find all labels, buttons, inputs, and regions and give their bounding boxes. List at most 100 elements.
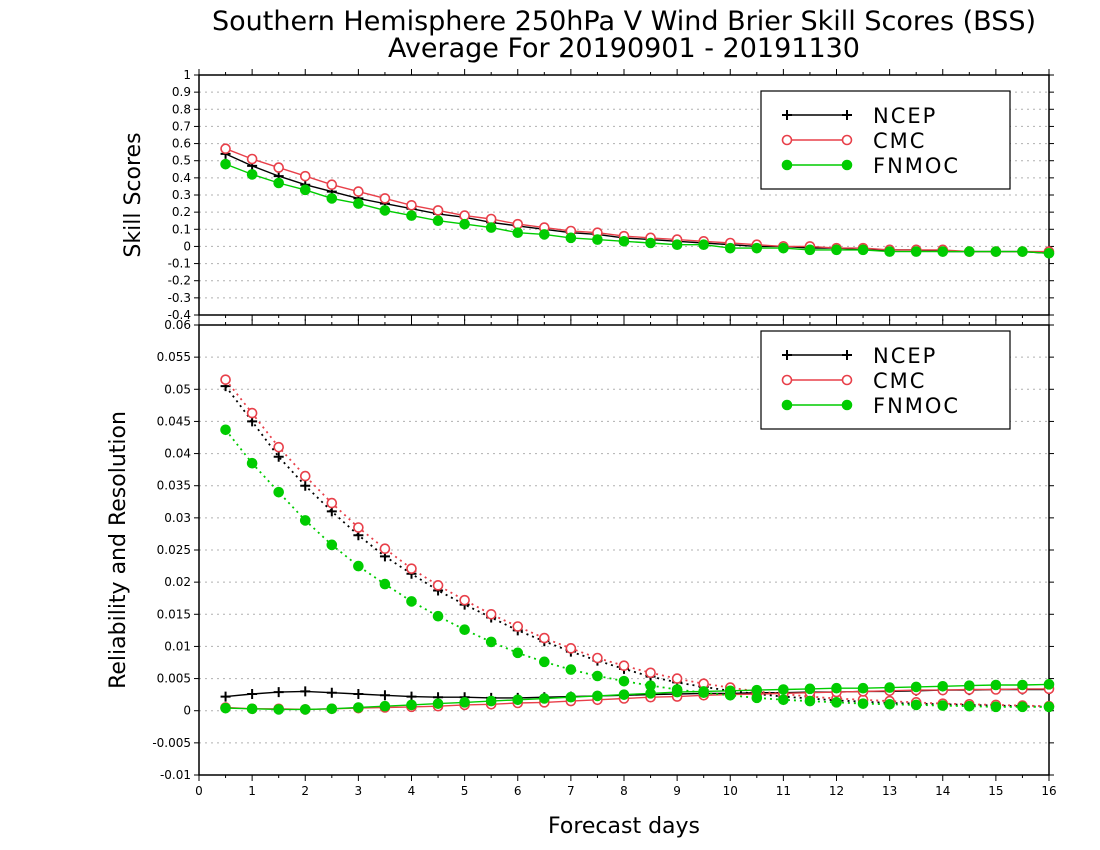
data-point: [698, 239, 709, 251]
legend-label: CMC: [873, 129, 926, 153]
y-tick-label: 0.01: [164, 639, 191, 653]
y-tick-label: 0.045: [157, 414, 191, 428]
x-tick-label: 4: [408, 784, 416, 798]
series-cmc-reliability: [220, 683, 1055, 715]
data-point: [964, 680, 975, 691]
legend-entry-fnmoc: FNMOC: [781, 394, 960, 418]
data-point: [353, 522, 364, 533]
x-tick-label: 6: [514, 784, 522, 798]
data-point: [326, 703, 338, 715]
data-point: [964, 700, 975, 712]
data-point: [406, 699, 417, 711]
legend-label: FNMOC: [873, 154, 960, 178]
data-point: [618, 235, 630, 247]
data-point: [804, 695, 816, 707]
series-line: [224, 379, 1050, 708]
data-point: [618, 689, 630, 700]
data-point: [326, 497, 338, 509]
data-point: [1043, 679, 1055, 690]
data-point: [990, 246, 1002, 257]
y-tick-label: 0.005: [157, 672, 191, 686]
data-point: [353, 689, 364, 699]
x-tick-label: 9: [673, 784, 681, 798]
y-tick-label: 0.6: [172, 137, 191, 151]
data-point: [379, 205, 391, 216]
data-point: [379, 578, 391, 590]
data-point: [884, 698, 895, 710]
y-tick-label: -0.2: [168, 274, 191, 288]
data-point: [937, 246, 949, 257]
data-point: [592, 690, 603, 702]
data-point: [937, 680, 949, 692]
skill-score-panel: 1 0.9 0.8 0.7 0.6 0.5 0.4 0.3 0.2 0.1 0 -0.1 -0.2 -0.…: [121, 68, 1055, 322]
data-point: [671, 673, 683, 684]
legend-marker: [841, 134, 853, 146]
data-point: [406, 563, 417, 574]
legend-marker: [781, 399, 793, 411]
data-point: [379, 193, 391, 204]
data-point: [539, 229, 550, 240]
y-tick-label: 0.03: [164, 511, 191, 525]
data-point: [432, 580, 444, 591]
data-point: [565, 643, 577, 654]
y-tick-label: -0.1: [168, 257, 191, 271]
data-point: [618, 675, 630, 687]
legend-marker: [841, 159, 853, 171]
data-point: [246, 169, 258, 180]
data-point: [353, 702, 364, 713]
data-point: [432, 698, 444, 709]
data-point: [857, 682, 869, 694]
data-point: [353, 560, 364, 572]
data-point: [645, 237, 656, 249]
data-point: [246, 153, 258, 165]
x-tick-label: 0: [195, 784, 203, 798]
data-point: [937, 700, 949, 711]
legend-label: FNMOC: [873, 394, 960, 418]
data-point: [273, 441, 284, 453]
data-point: [512, 694, 524, 706]
data-point: [379, 700, 391, 712]
data-point: [724, 242, 736, 254]
data-point: [326, 687, 337, 698]
y-tick-label: 0.1: [172, 222, 191, 236]
data-point: [459, 697, 470, 708]
data-point: [1043, 701, 1055, 713]
legend-label: CMC: [873, 369, 926, 393]
data-point: [539, 656, 550, 668]
x-tick-label: 13: [882, 784, 897, 798]
data-point: [1017, 701, 1028, 713]
x-tick-label: 1: [248, 784, 256, 798]
data-point: [831, 244, 842, 256]
data-point: [485, 213, 497, 225]
y-tick-label: -0.005: [152, 736, 191, 750]
legend-marker: [842, 110, 852, 120]
data-point: [778, 684, 789, 695]
data-point: [326, 179, 338, 191]
data-point: [432, 205, 444, 216]
y-axis-label: Reliability and Resolution: [106, 411, 131, 689]
series-line: [225, 688, 1049, 711]
y-tick-label: 0: [183, 704, 191, 718]
data-point: [326, 193, 338, 204]
data-point: [485, 608, 497, 620]
data-point: [273, 704, 284, 715]
series-line: [224, 385, 1050, 708]
data-point: [246, 457, 258, 469]
data-point: [565, 664, 577, 675]
data-point: [1017, 679, 1028, 691]
data-point: [379, 690, 390, 701]
data-point: [379, 543, 391, 555]
x-tick-label: 8: [620, 784, 628, 798]
data-point: [671, 686, 683, 698]
data-point: [645, 667, 656, 679]
data-point: [273, 162, 284, 173]
data-point: [857, 244, 869, 256]
data-point: [618, 660, 630, 672]
data-point: [220, 143, 231, 155]
x-tick-label: 11: [776, 784, 791, 798]
data-point: [220, 424, 231, 436]
x-tick-label: 10: [723, 784, 738, 798]
legend-marker: [782, 350, 792, 360]
